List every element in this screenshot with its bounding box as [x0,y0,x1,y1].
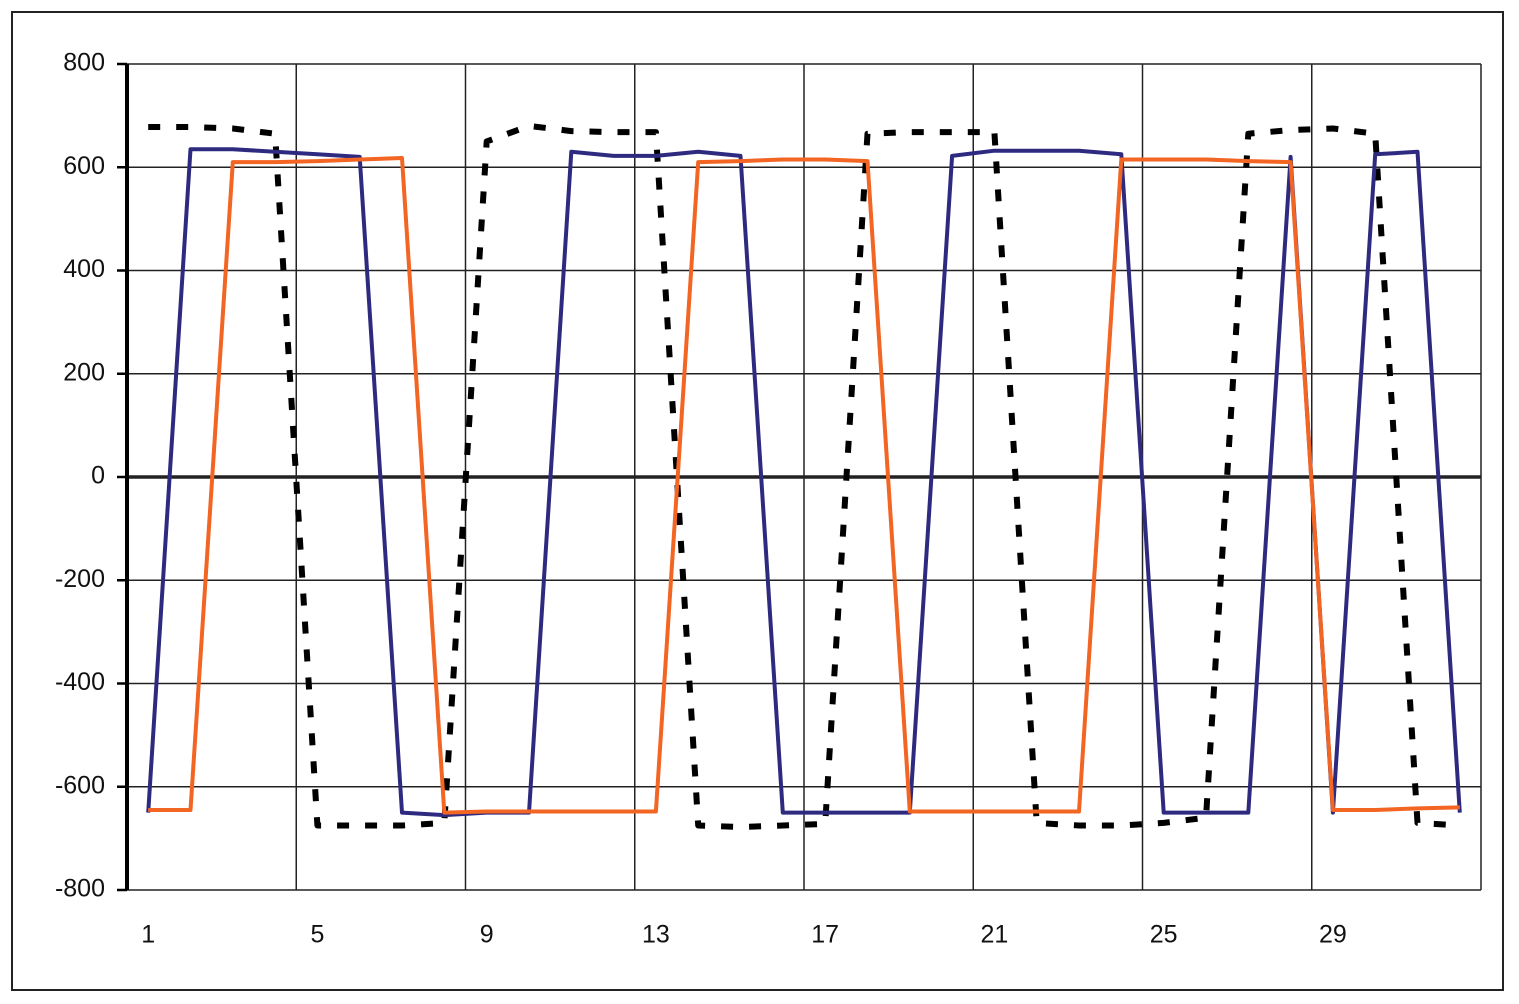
x-tick-label: 9 [480,921,494,949]
y-tick-label: 600 [63,152,105,180]
x-tick-label: 13 [642,921,670,949]
x-tick-label: 17 [811,921,839,949]
x-tick-label: 25 [1150,921,1178,949]
series-line [148,156,1460,815]
y-tick-label: 200 [63,358,105,386]
y-tick-label: -600 [55,771,105,799]
x-tick-label: 29 [1319,921,1347,949]
y-tick-label: -400 [55,668,105,696]
y-tick-label: 0 [91,462,105,490]
x-tick-label: 21 [981,921,1009,949]
series-line [146,147,1462,818]
y-tick-label: -800 [55,875,105,903]
y-tick-label: 800 [63,49,105,77]
y-tick-label: 400 [63,255,105,283]
series-line [148,122,1460,830]
y-tick-label: -200 [55,565,105,593]
x-tick-label: 1 [141,921,155,949]
x-tick-label: 5 [310,921,324,949]
